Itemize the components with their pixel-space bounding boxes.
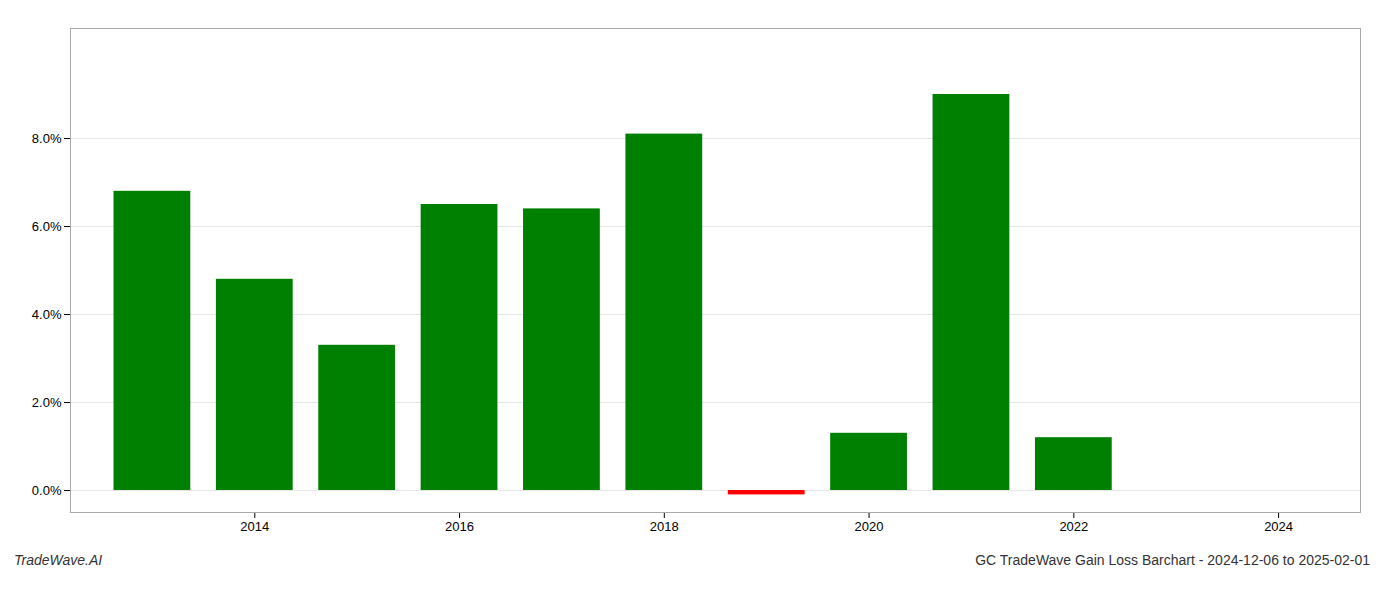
svg-text:4.0%: 4.0% xyxy=(32,307,62,322)
svg-text:2014: 2014 xyxy=(240,519,269,534)
html-text:GC TradeWave Gain Loss Barchar: GC TradeWave Gain Loss Barchart - 2024-1… xyxy=(975,552,1370,568)
svg-text:2024: 2024 xyxy=(1264,519,1293,534)
svg-text:2020: 2020 xyxy=(855,519,884,534)
svg-text:2.0%: 2.0% xyxy=(32,395,62,410)
svg-text:0.0%: 0.0% xyxy=(32,483,62,498)
svg-text:6.0%: 6.0% xyxy=(32,219,62,234)
html-text:TradeWave.AI: TradeWave.AI xyxy=(14,552,103,568)
svg-text:2016: 2016 xyxy=(445,519,474,534)
svg-text:8.0%: 8.0% xyxy=(32,131,62,146)
svg-text:2018: 2018 xyxy=(650,519,679,534)
svg-text:2022: 2022 xyxy=(1059,519,1088,534)
